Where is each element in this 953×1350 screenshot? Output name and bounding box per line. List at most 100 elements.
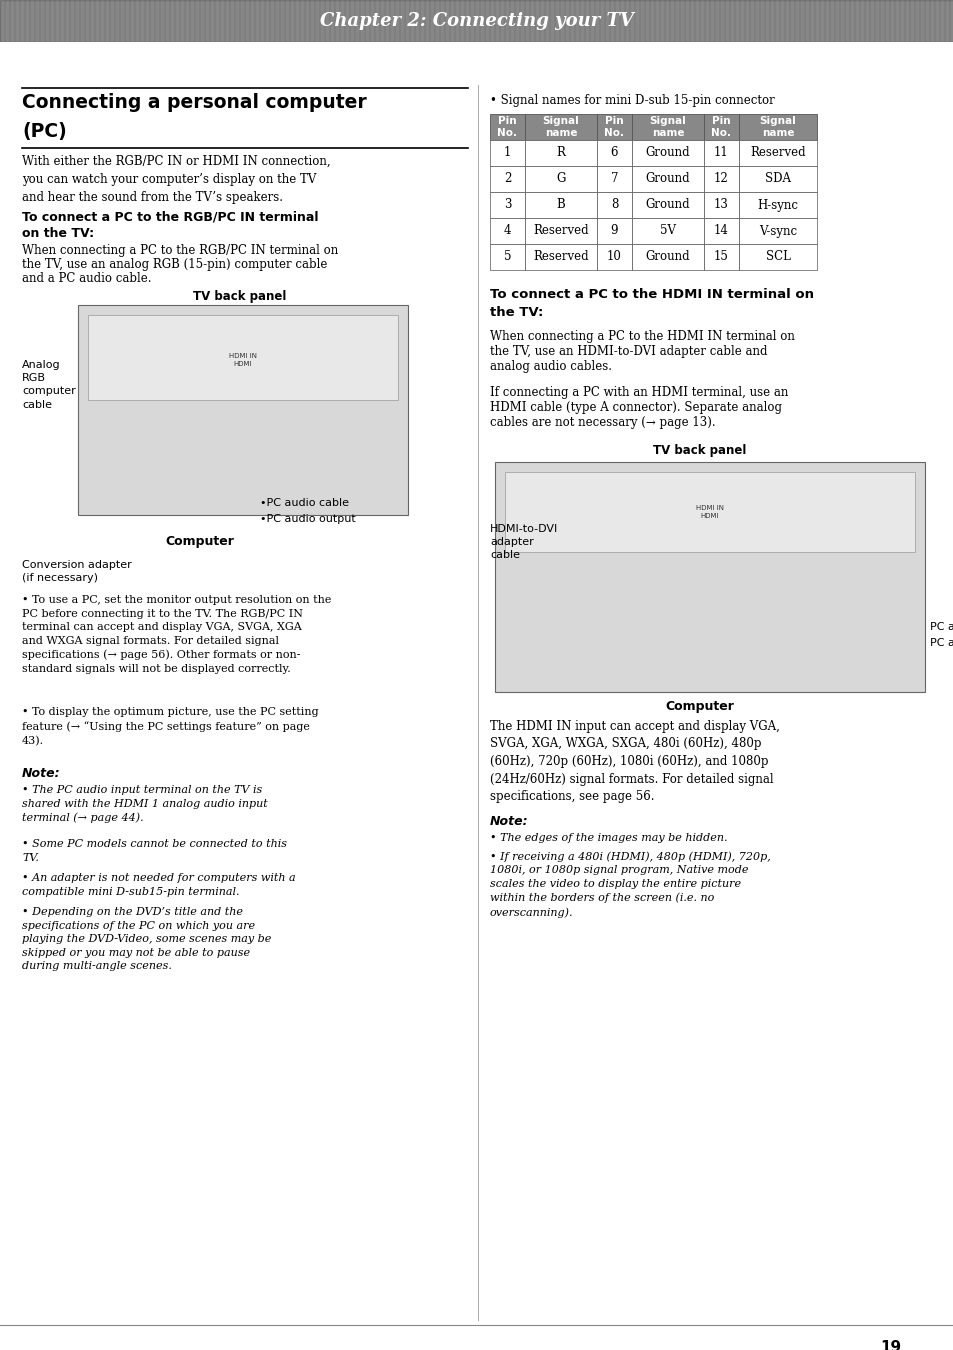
Bar [490,140,524,166]
Text: Signal
name: Signal name [649,116,685,138]
Bar [490,244,524,270]
Text: R: R [556,147,565,159]
Text: the TV, use an HDMI-to-DVI adapter cable and: the TV, use an HDMI-to-DVI adapter cable… [490,346,767,358]
Text: Pin
No.: Pin No. [497,116,517,138]
Text: analog audio cables.: analog audio cables. [490,360,612,373]
Bar [490,217,524,244]
Text: SDA: SDA [764,173,790,185]
Text: B: B [556,198,565,212]
Text: Computer: Computer [166,535,234,548]
Bar [524,217,597,244]
Bar [597,192,631,217]
Text: 14: 14 [713,224,728,238]
Text: When connecting a PC to the RGB/PC IN terminal on: When connecting a PC to the RGB/PC IN te… [22,244,338,256]
Bar [490,113,524,140]
Text: HDMI-to-DVI
adapter
cable: HDMI-to-DVI adapter cable [490,524,558,560]
Text: TV back panel: TV back panel [193,290,287,302]
Text: 6: 6 [610,147,618,159]
Text: G: G [556,173,565,185]
Text: • Depending on the DVD’s title and the
specifications of the PC on which you are: • Depending on the DVD’s title and the s… [22,907,271,972]
Text: Pin
No.: Pin No. [604,116,624,138]
Bar [739,217,816,244]
Text: 9: 9 [610,224,618,238]
Bar [703,113,739,140]
Bar [631,217,703,244]
Bar [739,140,816,166]
Bar [490,166,524,192]
Bar [88,315,397,400]
Text: 13: 13 [713,198,728,212]
Text: To connect a PC to the RGB/PC IN terminal: To connect a PC to the RGB/PC IN termina… [22,211,318,223]
Text: PC audio cable: PC audio cable [929,622,953,632]
Text: and a PC audio cable.: and a PC audio cable. [22,271,152,285]
Bar [631,140,703,166]
Bar [703,244,739,270]
Text: Note:: Note: [490,815,528,828]
Text: • The PC audio input terminal on the TV is
shared with the HDMI 1 analog audio i: • The PC audio input terminal on the TV … [22,784,268,824]
Text: •PC audio output: •PC audio output [260,514,355,524]
Text: 7: 7 [610,173,618,185]
Text: (PC): (PC) [22,122,67,140]
Bar [631,192,703,217]
Text: • To display the optimum picture, use the PC setting
feature (→ “Using the PC se: • To display the optimum picture, use th… [22,707,318,745]
Bar [495,462,924,693]
Bar [490,192,524,217]
Bar [597,140,631,166]
Bar [524,113,597,140]
Text: 8: 8 [610,198,618,212]
Text: With either the RGB/PC IN or HDMI IN connection,
you can watch your computer’s d: With either the RGB/PC IN or HDMI IN con… [22,155,331,204]
Text: 2: 2 [503,173,511,185]
Bar [703,192,739,217]
Text: the TV:: the TV: [490,306,543,319]
Bar [631,244,703,270]
Text: Analog
RGB
computer
cable: Analog RGB computer cable [22,360,75,409]
Text: Computer: Computer [665,701,734,713]
Text: H-sync: H-sync [757,198,798,212]
Text: Connecting a personal computer: Connecting a personal computer [22,93,366,112]
Text: 4: 4 [503,224,511,238]
Bar [631,166,703,192]
Text: Reserved: Reserved [533,224,588,238]
Text: 15: 15 [713,251,728,263]
Text: Ground: Ground [645,147,690,159]
Bar [504,472,914,552]
Text: 11: 11 [714,147,728,159]
Bar [524,244,597,270]
Bar [524,140,597,166]
Bar [524,166,597,192]
Text: 3: 3 [503,198,511,212]
Text: • Some PC models cannot be connected to this
TV.: • Some PC models cannot be connected to … [22,838,287,863]
Bar [703,140,739,166]
Text: Reserved: Reserved [749,147,805,159]
Text: V-sync: V-sync [759,224,796,238]
Text: • The edges of the images may be hidden.: • The edges of the images may be hidden. [490,833,727,842]
Bar [703,166,739,192]
Text: When connecting a PC to the HDMI IN terminal on: When connecting a PC to the HDMI IN term… [490,329,794,343]
Text: SCL: SCL [764,251,790,263]
Text: • An adapter is not needed for computers with a
compatible mini D-sub15-pin term: • An adapter is not needed for computers… [22,873,295,896]
Bar [739,113,816,140]
Bar [739,192,816,217]
Text: 19: 19 [879,1341,901,1350]
Text: If connecting a PC with an HDMI terminal, use an: If connecting a PC with an HDMI terminal… [490,386,787,400]
Text: 5V: 5V [659,224,676,238]
Text: 5: 5 [503,251,511,263]
Text: Chapter 2: Connecting your TV: Chapter 2: Connecting your TV [319,12,634,30]
Text: •PC audio cable: •PC audio cable [260,498,349,508]
Text: Ground: Ground [645,173,690,185]
Text: Signal
name: Signal name [542,116,578,138]
Bar [739,166,816,192]
Text: PC audio output: PC audio output [929,639,953,648]
Text: 1: 1 [503,147,511,159]
Bar [597,113,631,140]
Text: TV back panel: TV back panel [653,444,746,458]
Bar [524,192,597,217]
Text: on the TV:: on the TV: [22,227,94,240]
Text: HDMI cable (type A connector). Separate analog: HDMI cable (type A connector). Separate … [490,401,781,414]
Bar [597,166,631,192]
Text: Reserved: Reserved [533,251,588,263]
Text: • If receiving a 480i (HDMI), 480p (HDMI), 720p,
1080i, or 1080p signal program,: • If receiving a 480i (HDMI), 480p (HDMI… [490,850,770,918]
Text: 12: 12 [714,173,728,185]
Text: Pin
No.: Pin No. [711,116,731,138]
Text: 10: 10 [606,251,621,263]
